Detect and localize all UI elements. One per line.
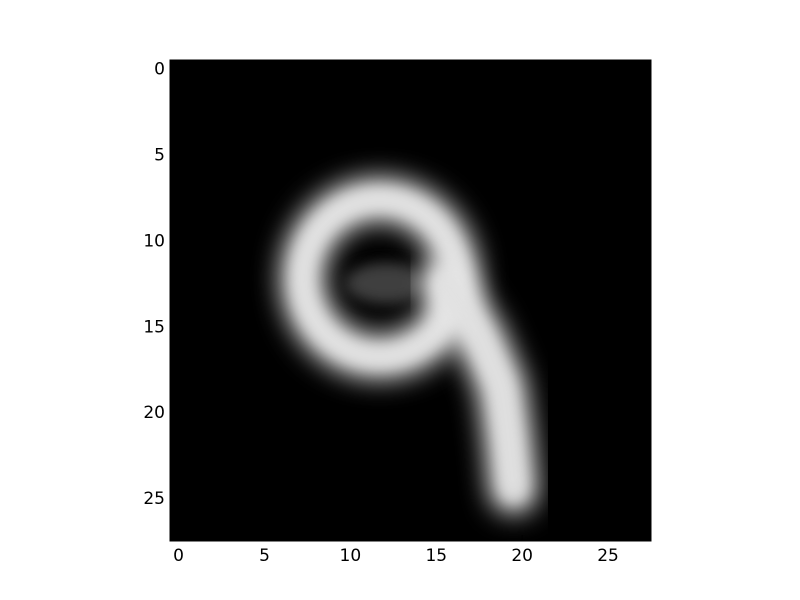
x-tick-label: 5 [259, 546, 270, 566]
y-tick-label: 15 [143, 317, 165, 337]
digit-strokes [279, 176, 538, 514]
x-axis: 0 5 10 15 20 25 [173, 535, 619, 566]
digit-loop-interior [345, 262, 428, 304]
y-tick-label: 10 [143, 231, 165, 251]
x-tick-label: 0 [173, 546, 184, 566]
y-tick-label: 5 [154, 145, 165, 165]
x-tick-label: 25 [597, 546, 619, 566]
image-background [170, 60, 651, 541]
x-tick-label: 10 [340, 546, 362, 566]
x-tick-label: 15 [425, 546, 447, 566]
x-tick-label: 20 [511, 546, 533, 566]
digit-tail-highlight [433, 272, 525, 501]
y-axis: 0 5 10 15 20 25 [143, 60, 176, 509]
y-tick-label: 25 [143, 489, 165, 509]
y-tick-label: 0 [154, 60, 165, 80]
y-tick-label: 20 [143, 403, 165, 423]
plot-frame [169, 59, 652, 542]
heatmap-image [170, 60, 651, 541]
